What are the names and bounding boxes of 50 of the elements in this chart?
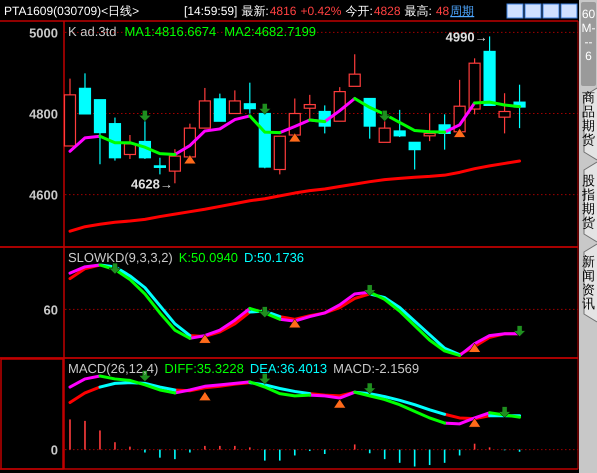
point <box>378 110 391 122</box>
ref-line-label: 0 <box>50 442 58 458</box>
annotation: MA1:4816.6674 <box>124 24 216 39</box>
text: 最高: <box>404 4 432 18</box>
text: K:50.0940 <box>178 250 238 265</box>
point <box>258 373 272 385</box>
y-tick-label: 4800 <box>29 106 58 122</box>
text: 60 <box>44 302 58 318</box>
text: [14:59:59] <box>184 4 238 18</box>
text: +0.42% <box>300 4 342 18</box>
text: 60M---6 <box>582 7 596 63</box>
point <box>198 391 212 401</box>
point <box>258 306 272 318</box>
text: 4816 <box>270 4 297 18</box>
text: 今开: <box>345 4 373 18</box>
annotation: DEA:36.4013 <box>250 361 328 376</box>
point <box>453 128 466 138</box>
point <box>468 418 481 428</box>
text: 最新: <box>241 4 269 18</box>
point <box>498 406 511 418</box>
point <box>363 284 376 296</box>
y-tick-label: 5000 <box>29 25 58 40</box>
point <box>184 154 196 164</box>
annotation: 4990→ <box>446 29 488 44</box>
point <box>198 334 212 344</box>
point <box>468 343 481 353</box>
text: 股指期货 <box>581 173 595 230</box>
point <box>333 398 346 408</box>
annotation: 4628→ <box>130 176 173 192</box>
text: 48 <box>436 4 450 18</box>
text: 4828 <box>374 4 401 18</box>
line-series <box>68 159 522 233</box>
annotation: DIFF:35.3228 <box>164 361 244 376</box>
chart-title: MACD(26,12,4) <box>68 361 158 376</box>
point <box>513 325 526 337</box>
annotation: K ad.3td <box>68 24 116 39</box>
text: 商品期货 <box>582 90 595 147</box>
point <box>288 132 302 142</box>
text: D:50.1736 <box>244 250 304 265</box>
text: 新闻资讯 <box>582 254 595 311</box>
chart-title: PTA1609(030709)<日线> <box>4 4 140 18</box>
text: 周期 <box>450 4 474 18</box>
point <box>363 382 376 394</box>
point <box>288 318 302 328</box>
annotation: MACD:-2.1569 <box>333 361 420 376</box>
point <box>138 110 152 122</box>
y-tick-label: 4600 <box>29 188 58 203</box>
annotation: MA2:4682.7199 <box>224 24 316 39</box>
chart-title: SLOWKD(9,3,3,2) <box>68 250 173 265</box>
point <box>258 103 272 115</box>
